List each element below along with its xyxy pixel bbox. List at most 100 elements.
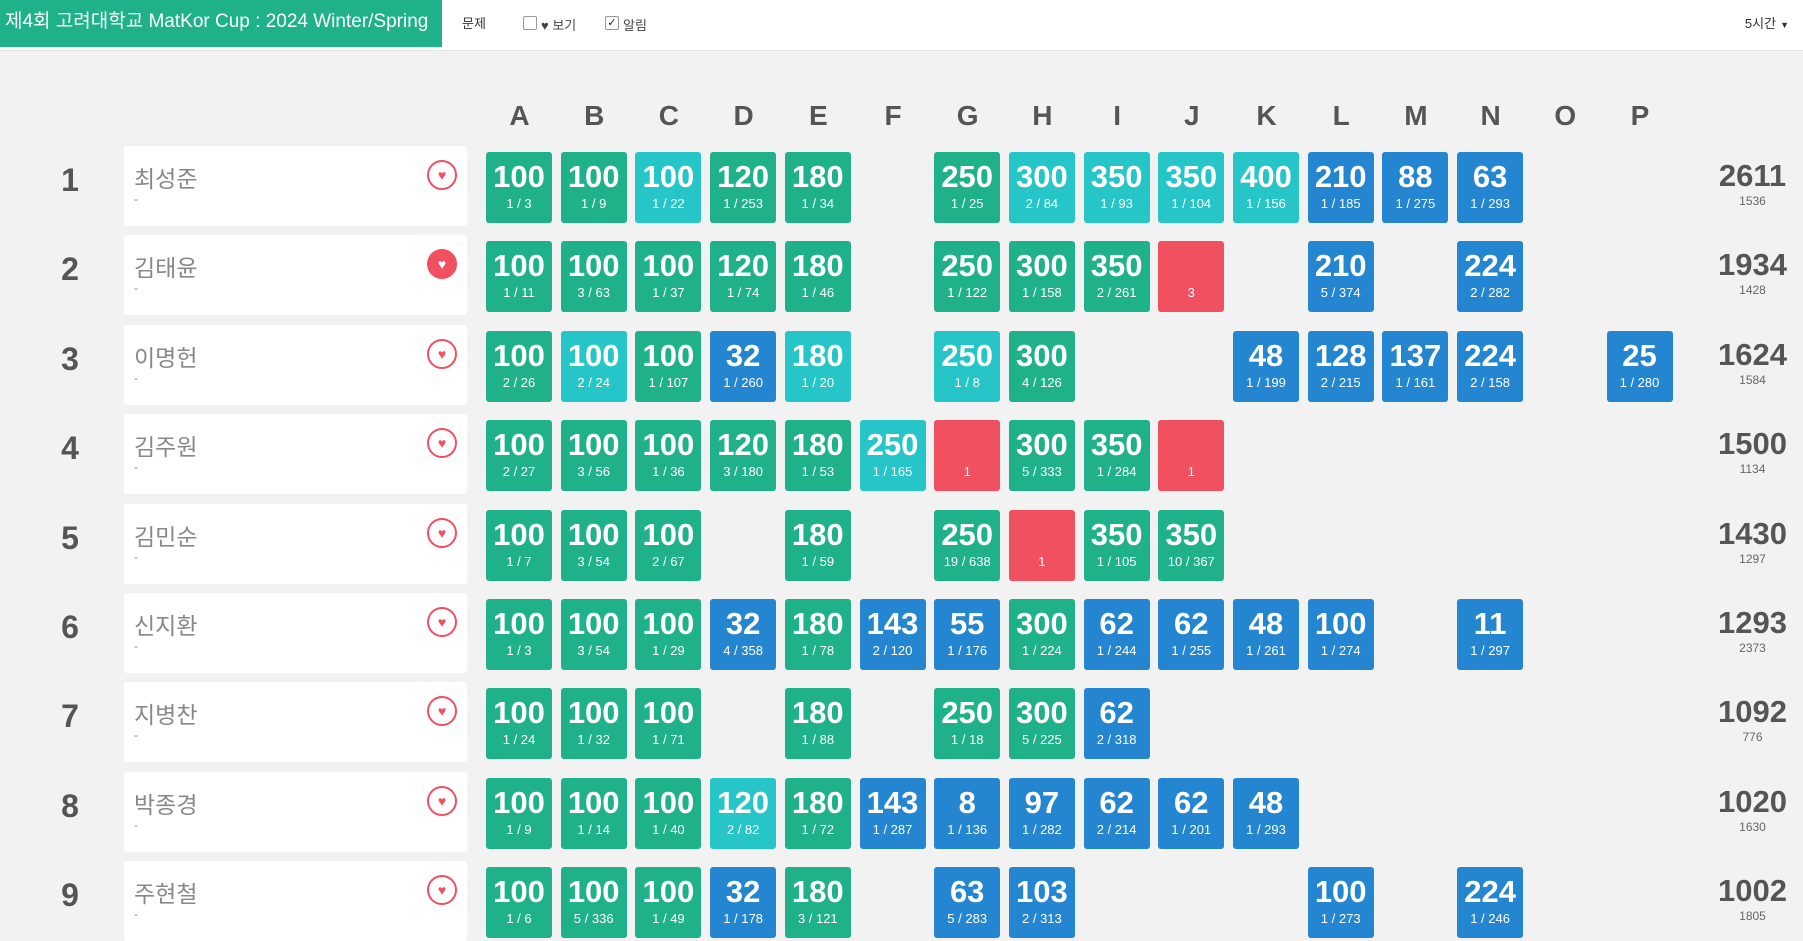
problem-cell-b[interactable]: 100 1 / 32 bbox=[560, 688, 627, 760]
problem-cell-e[interactable]: 180 1 / 20 bbox=[784, 330, 851, 402]
favorite-heart-icon[interactable]: ♥ bbox=[427, 607, 457, 637]
view-favorites-label[interactable]: ♥ 보기 bbox=[541, 18, 577, 33]
problem-cell-f[interactable]: 250 1 / 165 bbox=[859, 420, 926, 492]
problem-cell-n[interactable]: 11 1 / 297 bbox=[1457, 599, 1524, 670]
alert-checkbox[interactable]: ✓ bbox=[605, 16, 619, 30]
problem-cell-l[interactable]: 128 2 / 215 bbox=[1307, 330, 1374, 402]
problem-cell-b[interactable]: 100 1 / 14 bbox=[560, 777, 627, 849]
contest-title[interactable]: 제4회 고려대학교 MatKor Cup : 2024 Winter/Sprin… bbox=[0, 0, 442, 47]
problem-header-l[interactable]: L bbox=[1332, 100, 1350, 131]
problem-header-k[interactable]: K bbox=[1256, 100, 1277, 131]
problem-header-f[interactable]: F bbox=[884, 100, 902, 131]
problem-cell-f[interactable]: 143 2 / 120 bbox=[859, 599, 926, 670]
problem-cell-d[interactable]: 120 1 / 253 bbox=[710, 152, 777, 223]
problem-cell-d[interactable]: 120 1 / 74 bbox=[710, 241, 777, 313]
favorite-heart-icon[interactable]: ♥ bbox=[427, 875, 457, 906]
problem-cell-l[interactable]: 210 5 / 374 bbox=[1307, 241, 1374, 313]
problem-cell-n[interactable]: 63 1 / 293 bbox=[1457, 152, 1524, 223]
favorite-heart-icon[interactable]: ♥ bbox=[427, 785, 457, 816]
problem-header-j[interactable]: J bbox=[1184, 100, 1200, 131]
problem-header-g[interactable]: G bbox=[956, 100, 979, 131]
problem-cell-p[interactable]: 25 1 / 280 bbox=[1606, 330, 1673, 402]
problem-cell-h[interactable]: 300 1 / 158 bbox=[1008, 241, 1075, 313]
problem-cell-e[interactable]: 180 1 / 88 bbox=[784, 688, 851, 760]
problem-cell-d[interactable]: 120 3 / 180 bbox=[710, 420, 777, 492]
alert-label[interactable]: 알림 bbox=[623, 18, 647, 33]
problem-cell-a[interactable]: 100 1 / 3 bbox=[486, 152, 552, 223]
problem-cell-a[interactable]: 100 1 / 7 bbox=[486, 509, 552, 581]
problem-header-h[interactable]: H bbox=[1032, 100, 1053, 131]
problem-cell-i[interactable]: 350 2 / 261 bbox=[1083, 241, 1150, 313]
problem-cell-a[interactable]: 100 1 / 6 bbox=[486, 867, 552, 939]
problem-cell-e[interactable]: 180 1 / 78 bbox=[784, 599, 851, 670]
problem-cell-a[interactable]: 100 2 / 27 bbox=[486, 420, 552, 492]
problem-cell-f[interactable]: 143 1 / 287 bbox=[859, 777, 926, 849]
problem-cell-i[interactable]: 62 1 / 244 bbox=[1083, 599, 1150, 670]
problem-cell-c[interactable]: 100 1 / 36 bbox=[635, 420, 702, 492]
favorite-heart-icon[interactable]: ♥ bbox=[427, 696, 457, 727]
problem-cell-k[interactable]: 48 1 / 261 bbox=[1233, 599, 1299, 670]
problem-cell-j[interactable]: 350 1 / 104 bbox=[1158, 152, 1225, 223]
problem-cell-b[interactable]: 100 2 / 24 bbox=[560, 330, 627, 402]
problem-cell-c[interactable]: 100 1 / 71 bbox=[635, 688, 702, 760]
problem-cell-j[interactable]: 62 1 / 201 bbox=[1158, 777, 1225, 849]
problem-cell-b[interactable]: 100 3 / 63 bbox=[560, 241, 627, 313]
problem-cell-i[interactable]: 350 1 / 284 bbox=[1083, 420, 1150, 492]
favorite-heart-icon[interactable]: ♥ bbox=[427, 517, 457, 548]
problem-cell-h[interactable]: 300 2 / 84 bbox=[1008, 152, 1075, 223]
favorite-heart-icon[interactable]: ♥ bbox=[427, 249, 457, 280]
problem-cell-c[interactable]: 100 1 / 29 bbox=[635, 599, 702, 670]
problem-cell-b[interactable]: 100 3 / 56 bbox=[560, 420, 627, 492]
problem-header-d[interactable]: D bbox=[733, 100, 754, 131]
problem-cell-i[interactable]: 62 2 / 214 bbox=[1083, 777, 1150, 849]
problem-cell-k[interactable]: 48 1 / 199 bbox=[1233, 330, 1299, 402]
problem-cell-h[interactable]: 300 5 / 333 bbox=[1008, 420, 1075, 492]
favorite-heart-icon[interactable]: ♥ bbox=[427, 428, 457, 459]
duration-dropdown[interactable]: 5시간 ▼ bbox=[1744, 16, 1789, 31]
problem-cell-k[interactable]: 400 1 / 156 bbox=[1233, 152, 1299, 223]
problem-cell-n[interactable]: 224 2 / 282 bbox=[1457, 241, 1524, 313]
problem-cell-b[interactable]: 100 3 / 54 bbox=[560, 599, 627, 670]
problem-cell-m[interactable]: 137 1 / 161 bbox=[1382, 330, 1449, 402]
problem-cell-e[interactable]: 180 1 / 34 bbox=[784, 152, 851, 223]
problem-cell-a[interactable]: 100 1 / 9 bbox=[486, 777, 552, 849]
problem-header-b[interactable]: B bbox=[584, 100, 605, 131]
problem-header-n[interactable]: N bbox=[1480, 100, 1501, 131]
problem-cell-g[interactable]: 250 19 / 638 bbox=[934, 509, 1001, 581]
problem-cell-l[interactable]: 210 1 / 185 bbox=[1307, 152, 1374, 223]
problem-cell-b[interactable]: 100 5 / 336 bbox=[560, 867, 627, 939]
problem-cell-g[interactable]: 250 1 / 18 bbox=[934, 688, 1001, 760]
problem-cell-g[interactable]: 250 1 / 25 bbox=[934, 152, 1001, 223]
problem-cell-j[interactable]: 1 bbox=[1158, 420, 1225, 492]
problem-cell-g[interactable]: 55 1 / 176 bbox=[934, 599, 1001, 670]
problem-cell-h[interactable]: 300 5 / 225 bbox=[1008, 688, 1075, 760]
problem-cell-h[interactable]: 1 bbox=[1008, 509, 1075, 581]
problem-cell-e[interactable]: 180 1 / 59 bbox=[784, 509, 851, 581]
problem-cell-k[interactable]: 48 1 / 293 bbox=[1233, 777, 1299, 849]
problem-cell-h[interactable]: 300 4 / 126 bbox=[1008, 330, 1075, 402]
problem-cell-j[interactable]: 350 10 / 367 bbox=[1158, 509, 1225, 581]
problem-header-e[interactable]: E bbox=[808, 100, 828, 131]
problem-cell-h[interactable]: 103 2 / 313 bbox=[1008, 867, 1075, 939]
problem-header-o[interactable]: O bbox=[1554, 100, 1577, 131]
problem-cell-a[interactable]: 100 1 / 3 bbox=[486, 599, 552, 670]
problem-header-c[interactable]: C bbox=[658, 100, 679, 131]
problem-cell-d[interactable]: 32 4 / 358 bbox=[710, 599, 777, 670]
problem-cell-b[interactable]: 100 1 / 9 bbox=[560, 152, 627, 223]
problem-cell-l[interactable]: 100 1 / 274 bbox=[1307, 599, 1374, 670]
problem-cell-i[interactable]: 350 1 / 93 bbox=[1083, 152, 1150, 223]
problem-header-i[interactable]: I bbox=[1113, 100, 1121, 131]
problem-cell-e[interactable]: 180 1 / 46 bbox=[784, 241, 851, 313]
favorite-heart-icon[interactable]: ♥ bbox=[427, 160, 457, 190]
problem-cell-g[interactable]: 250 1 / 122 bbox=[934, 241, 1001, 313]
problem-cell-m[interactable]: 88 1 / 275 bbox=[1382, 152, 1449, 223]
favorite-heart-icon[interactable]: ♥ bbox=[427, 338, 457, 369]
problem-cell-c[interactable]: 100 1 / 49 bbox=[635, 867, 702, 939]
problem-cell-l[interactable]: 100 1 / 273 bbox=[1307, 867, 1374, 939]
problem-cell-i[interactable]: 350 1 / 105 bbox=[1083, 509, 1150, 581]
problem-cell-i[interactable]: 62 2 / 318 bbox=[1083, 688, 1150, 760]
problem-cell-g[interactable]: 63 5 / 283 bbox=[934, 867, 1001, 939]
problem-menu-link[interactable]: 문제 bbox=[462, 16, 486, 31]
problem-cell-j[interactable]: 62 1 / 255 bbox=[1158, 599, 1225, 670]
